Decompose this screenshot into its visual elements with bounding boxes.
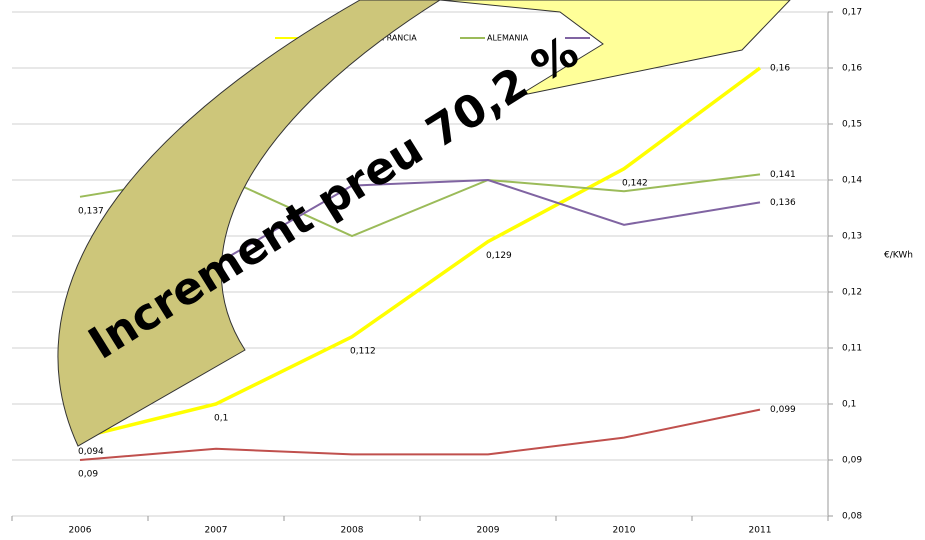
value-label: 0,142	[622, 178, 648, 188]
value-label: 0,141	[770, 170, 796, 180]
legend-label: ALEMANIA	[487, 34, 529, 43]
value-label: 0,09	[78, 470, 98, 480]
y-tick-label: 0,12	[842, 288, 862, 298]
value-label: 0,16	[770, 64, 790, 74]
value-label: 0,137	[78, 206, 104, 216]
value-label: 0,112	[350, 346, 376, 356]
y-tick-label: 0,11	[842, 344, 862, 354]
series-line	[215, 178, 761, 265]
x-tick-label: 2010	[613, 526, 636, 536]
y-tick-label: 0,1	[842, 400, 856, 410]
y-tick-label: 0,16	[842, 64, 862, 74]
legend-label: FRANCIA	[382, 34, 417, 43]
x-tick-label: 2009	[477, 526, 500, 536]
y-tick-label: 0,09	[842, 456, 862, 466]
y-tick-label: 0,13	[842, 232, 862, 242]
y-tick-label: 0,14	[842, 176, 862, 186]
value-label: 0,094	[78, 447, 104, 457]
y-tick-label: 0,15	[842, 120, 862, 130]
y-axis-label: €/KWh	[884, 251, 913, 261]
x-tick-label: 2007	[205, 526, 228, 536]
y-tick-label: 0,08	[842, 512, 862, 522]
y-tick-label: 0,17	[842, 8, 862, 18]
value-label: 0,099	[770, 405, 796, 415]
x-tick-label: 2011	[749, 526, 772, 536]
series-line	[79, 66, 762, 440]
value-label: 0,129	[486, 251, 512, 261]
value-label: 0,1	[214, 414, 228, 424]
value-label: 0,136	[770, 198, 796, 208]
x-tick-label: 2006	[69, 526, 92, 536]
arrow-head	[365, 0, 791, 97]
series-line	[79, 408, 761, 461]
arrow-body	[57, 0, 441, 447]
x-tick-label: 2008	[341, 526, 364, 536]
